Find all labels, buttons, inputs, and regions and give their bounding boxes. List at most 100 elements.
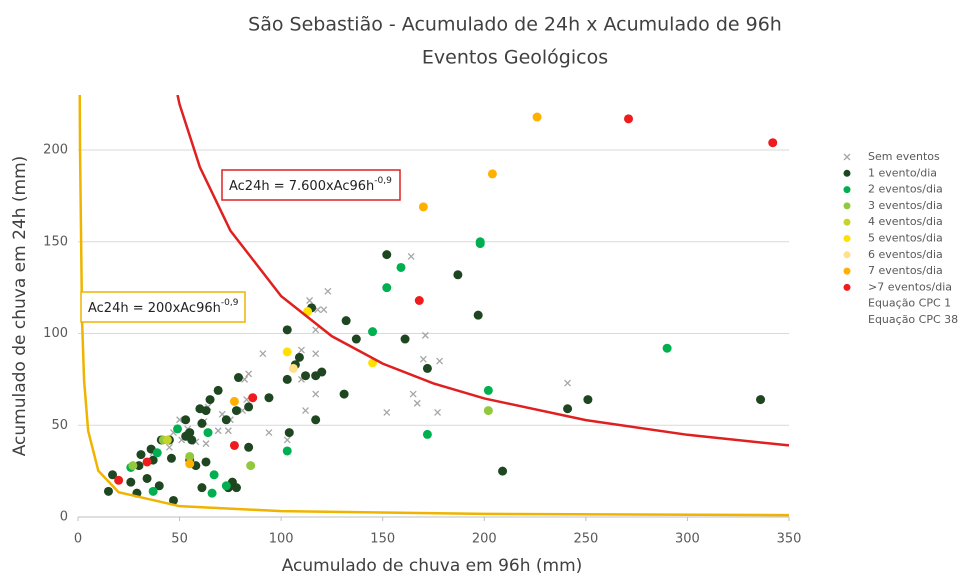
annotation-text: Ac24h = 200xAc96h-0,9: [88, 298, 239, 316]
point: [324, 287, 332, 295]
annotation-sup: -0,9: [221, 298, 239, 308]
point: [136, 450, 146, 460]
annotation: Ac24h = 200xAc96h-0,9: [80, 291, 246, 323]
point: [248, 393, 258, 403]
point: [282, 374, 292, 384]
point: [382, 250, 392, 260]
point: [422, 429, 432, 439]
point: [213, 385, 223, 395]
x-axis-label: Acumulado de chuva em 96h (mm): [282, 556, 583, 576]
point: [126, 477, 136, 487]
x-tick-label: 350: [777, 532, 802, 547]
point: [282, 325, 292, 335]
point: [244, 442, 254, 452]
point: [221, 415, 231, 425]
legend-label: >7 eventos/dia: [868, 280, 952, 293]
legend-marker: [843, 267, 851, 275]
point: [563, 404, 573, 414]
legend-label: 1 evento/dia: [868, 166, 937, 179]
y-tick-label: 200: [43, 143, 68, 158]
point: [583, 395, 593, 405]
point: [181, 415, 191, 425]
point: [382, 283, 392, 293]
legend-marker: [843, 202, 851, 210]
point: [162, 435, 172, 445]
plot-area: 0 50 100 150 200 0 50 100 150 200 250 300 350: [43, 95, 801, 547]
point: [224, 427, 232, 435]
point: [185, 451, 195, 461]
point: [205, 395, 215, 405]
legend-label: 5 eventos/dia: [868, 232, 943, 245]
point: [207, 488, 217, 498]
point: [483, 385, 493, 395]
point: [487, 169, 497, 179]
point: [166, 453, 176, 463]
point: [422, 363, 432, 373]
point: [756, 395, 766, 405]
legend-label: 4 eventos/dia: [868, 215, 943, 228]
x-tick-label: 200: [472, 532, 497, 547]
point: [265, 429, 273, 437]
point: [407, 253, 415, 260]
annotation-main: Ac24h = 7.600xAc96h: [229, 179, 374, 194]
point: [306, 297, 314, 304]
point: [246, 461, 256, 471]
point: [229, 440, 239, 450]
point: [341, 316, 351, 326]
point: [453, 270, 463, 280]
equation-curve: [78, 95, 789, 517]
legend-marker: [843, 169, 851, 177]
legend-label: 3 eventos/dia: [868, 199, 943, 212]
point: [233, 373, 243, 383]
legend-label: 6 eventos/dia: [868, 248, 943, 261]
point: [142, 473, 152, 483]
legend: Sem eventos 1 evento/dia 2 eventos/dia 3 ev…: [843, 150, 958, 326]
legend-marker: [843, 153, 851, 161]
point: [195, 404, 205, 414]
x-tick-label: 0: [74, 532, 82, 547]
point: [187, 435, 197, 445]
point: [203, 428, 213, 438]
point: [231, 406, 241, 416]
point: [434, 408, 442, 416]
point: [421, 331, 429, 339]
annotation: Ac24h = 7.600xAc96h-0,9: [221, 169, 401, 201]
point: [312, 326, 320, 334]
annotation-box: [221, 169, 401, 201]
y-tick-label: 0: [60, 510, 68, 525]
point: [176, 416, 184, 424]
y-tick-label: 100: [43, 326, 68, 341]
point: [284, 428, 294, 438]
point: [414, 295, 424, 305]
point: [231, 483, 241, 493]
legend-label: Equação CPC 38: [868, 313, 958, 326]
x-tick-label: 50: [171, 532, 188, 547]
point: [229, 396, 239, 406]
chart-title: São Sebastião - Acumulado de 24h x Acumu…: [248, 14, 782, 36]
point: [312, 390, 320, 398]
point: [294, 352, 304, 362]
y-axis-label: Acumulado de chuva em 24h (mm): [10, 156, 30, 457]
annotation-box: [80, 291, 246, 323]
point: [351, 334, 361, 344]
point: [209, 470, 219, 480]
point: [498, 466, 508, 476]
point: [197, 483, 207, 493]
point: [317, 367, 327, 377]
point: [532, 112, 542, 122]
point: [311, 415, 321, 425]
legend-label: 2 eventos/dia: [868, 183, 943, 196]
point: [339, 389, 349, 399]
point: [413, 399, 421, 407]
point: [419, 355, 427, 363]
point: [288, 363, 298, 373]
point: [168, 495, 178, 505]
legend-label: Equação CPC 1: [868, 297, 951, 310]
point: [473, 310, 483, 320]
point: [259, 350, 267, 358]
point: [662, 343, 672, 353]
x-tick-label: 250: [573, 532, 598, 547]
annotation-sup: -0,9: [374, 176, 392, 186]
point: [244, 402, 254, 412]
